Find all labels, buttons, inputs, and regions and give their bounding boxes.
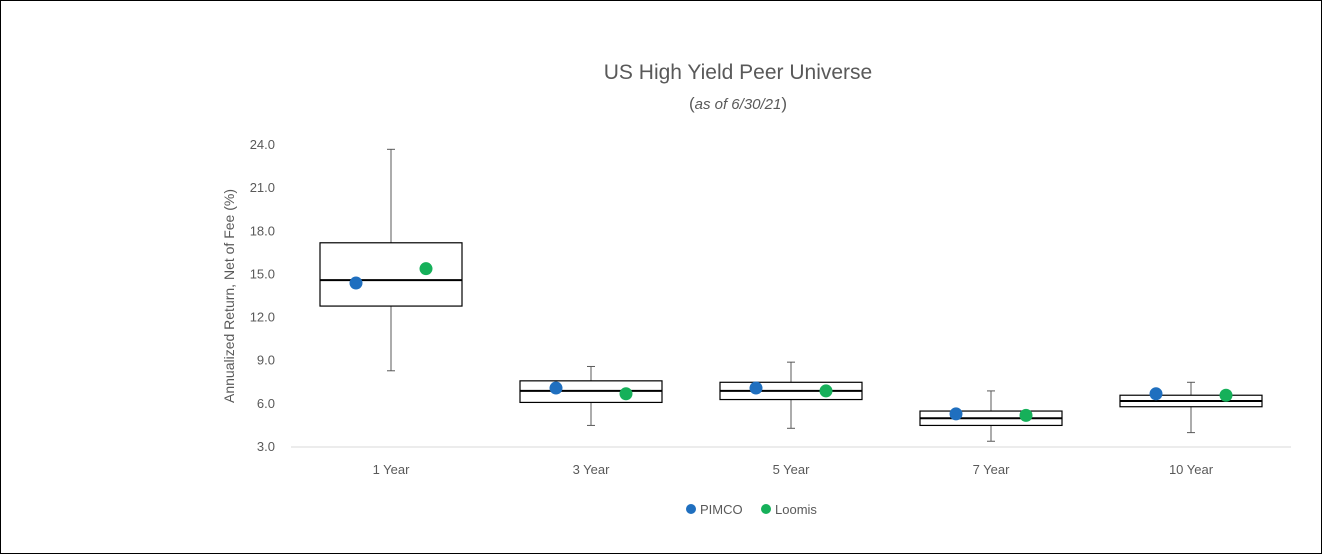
box-group — [319, 148, 1263, 442]
pimco-point — [1149, 387, 1163, 401]
pimco-point — [749, 381, 763, 395]
series-points — [349, 262, 1233, 422]
y-tick-label: 12.0 — [250, 310, 275, 325]
y-tick-label: 15.0 — [250, 266, 275, 281]
y-tick-label: 18.0 — [250, 223, 275, 238]
loomis-point — [819, 384, 833, 398]
box-1 — [319, 148, 463, 372]
y-tick-label: 9.0 — [257, 353, 275, 368]
loomis-legend-marker — [761, 504, 771, 514]
loomis-point — [1019, 408, 1033, 422]
subtitle-date: as of 6/30/21 — [695, 96, 782, 113]
x-tick-label: 5 Year — [773, 462, 811, 477]
x-tick-label: 1 Year — [373, 462, 411, 477]
loomis-point — [419, 262, 433, 276]
x-tick-label: 10 Year — [1169, 462, 1214, 477]
x-tick-label: 3 Year — [573, 462, 611, 477]
pimco-point — [349, 276, 363, 290]
x-axis-ticks: 1 Year 3 Year 5 Year 7 Year 10 Year — [373, 462, 1214, 477]
loomis-point — [1219, 388, 1233, 402]
box-2 — [519, 365, 663, 426]
y-tick-label: 3.0 — [257, 439, 275, 454]
legend: PIMCO Loomis — [686, 502, 817, 517]
pimco-point — [549, 381, 563, 395]
y-tick-label: 21.0 — [250, 180, 275, 195]
pimco-legend-marker — [686, 504, 696, 514]
x-tick-label: 7 Year — [973, 462, 1011, 477]
y-tick-label: 24.0 — [250, 137, 275, 152]
y-axis-title: Annualized Return, Net of Fee (%) — [221, 189, 237, 403]
legend-label: Loomis — [775, 502, 817, 517]
y-tick-label: 6.0 — [257, 396, 275, 411]
legend-label: PIMCO — [700, 502, 743, 517]
y-axis-ticks: 3.0 6.0 9.0 12.0 15.0 18.0 21.0 24.0 — [250, 137, 275, 454]
box-3 — [719, 361, 863, 429]
box-5 — [1119, 381, 1263, 434]
chart-subtitle: (as of 6/30/21) — [689, 94, 787, 113]
chart-title: US High Yield Peer Universe — [604, 61, 872, 84]
iqr-box — [319, 242, 463, 307]
pimco-point — [949, 407, 963, 421]
loomis-point — [619, 387, 633, 401]
subtitle-open: ( — [689, 94, 695, 113]
subtitle-close: ) — [781, 94, 787, 113]
box-4 — [919, 390, 1063, 442]
